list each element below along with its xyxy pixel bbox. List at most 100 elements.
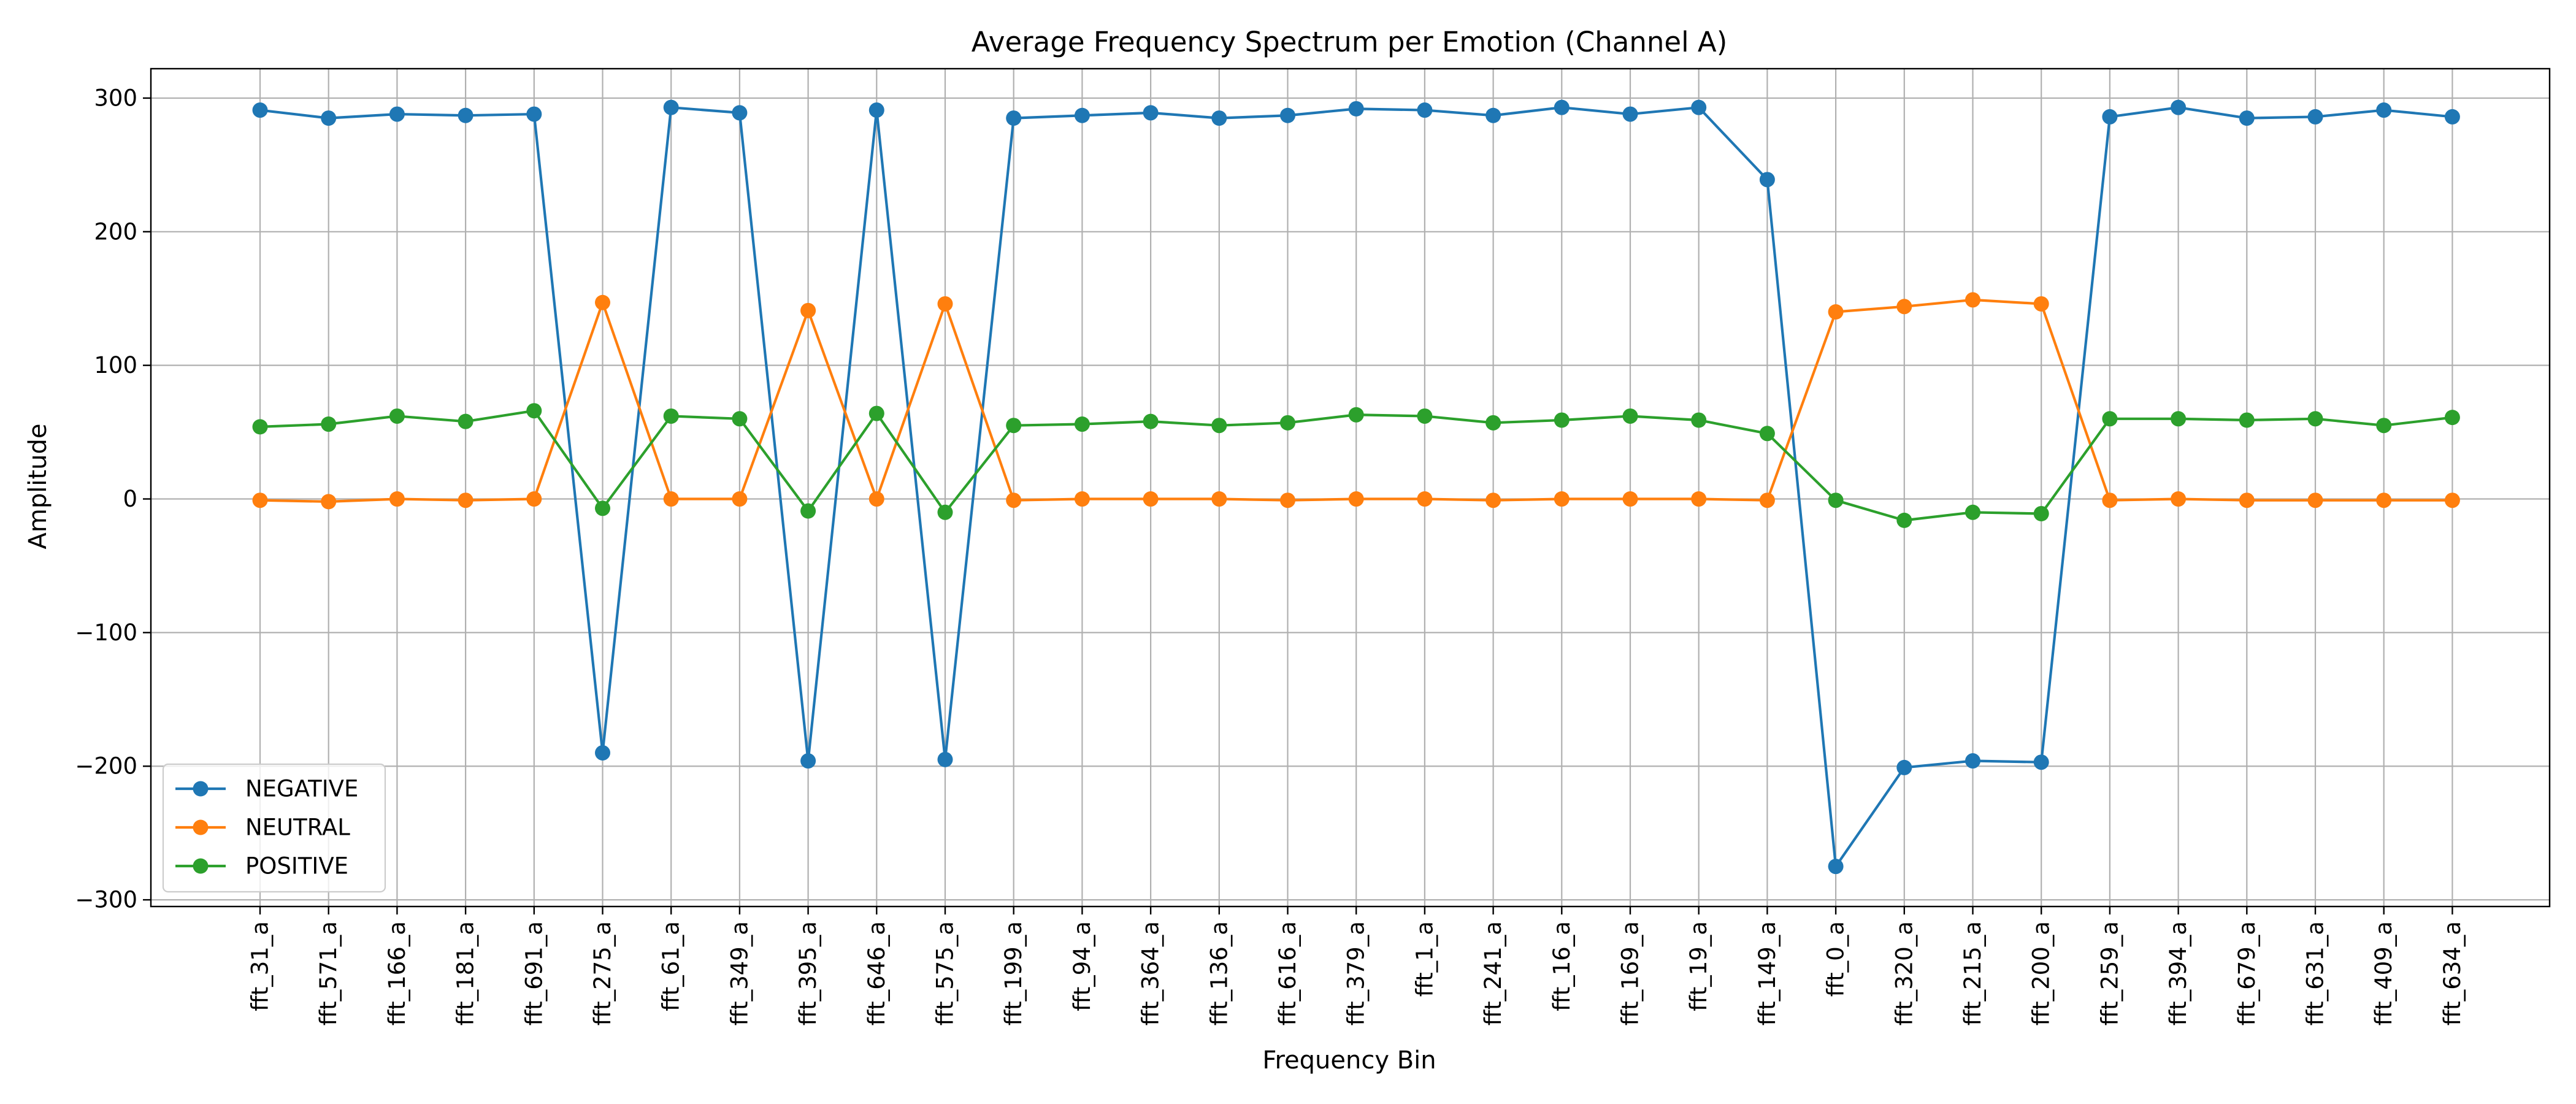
x-tick-label: fft_320_a	[1891, 921, 1917, 1025]
y-tick-label: 300	[94, 85, 137, 111]
grid-lines	[151, 69, 2550, 907]
data-point	[321, 494, 337, 510]
x-tick-label: fft_31_a	[247, 921, 274, 1011]
y-tick-label: −200	[75, 753, 137, 780]
data-point	[663, 491, 679, 507]
data-point	[458, 107, 473, 123]
data-point	[1211, 110, 1227, 126]
data-point	[1280, 415, 1295, 431]
data-point	[1828, 493, 1844, 508]
data-point	[1006, 493, 1022, 508]
x-tick-label: fft_16_a	[1549, 921, 1575, 1011]
x-tick-label: fft_394_a	[2165, 921, 2191, 1025]
data-point	[2171, 491, 2187, 507]
data-point	[1348, 407, 1364, 423]
data-point	[2239, 412, 2255, 428]
data-point	[1074, 416, 1090, 432]
chart-title: Average Frequency Spectrum per Emotion (…	[972, 26, 1728, 58]
data-point	[321, 416, 337, 432]
data-point	[1143, 413, 1159, 429]
series-neutral	[252, 292, 2460, 510]
data-point	[1896, 759, 1912, 775]
x-tick-label: fft_646_a	[864, 921, 890, 1025]
data-point	[252, 102, 268, 118]
data-point	[2239, 110, 2255, 126]
data-point	[526, 403, 542, 419]
data-point	[1211, 418, 1227, 434]
x-tick-label: fft_19_a	[1685, 921, 1712, 1011]
data-point	[1759, 493, 1775, 508]
series-lines	[252, 99, 2460, 875]
x-tick-label: fft_94_a	[1069, 921, 1095, 1011]
data-point	[526, 106, 542, 122]
data-point	[732, 105, 748, 121]
y-tick-label: 200	[94, 218, 137, 245]
data-point	[2307, 493, 2323, 508]
data-point	[1485, 107, 1501, 123]
y-tick-label: 0	[123, 486, 137, 512]
x-tick-label: fft_691_a	[521, 921, 547, 1025]
data-point	[800, 302, 816, 318]
data-point	[1006, 418, 1022, 434]
data-point	[1417, 491, 1433, 507]
y-tick-label: −300	[75, 887, 137, 913]
axis-ticks: fft_31_a fft_571_a fft_166_a fft_181_a fft_6…	[75, 85, 2466, 1025]
x-tick-label: fft_379_a	[1343, 921, 1370, 1025]
x-tick-label: fft_149_a	[1754, 921, 1781, 1025]
legend-label: NEGATIVE	[245, 776, 358, 802]
data-point	[2033, 754, 2049, 770]
data-point	[868, 405, 884, 421]
data-point	[937, 751, 953, 767]
data-point	[732, 491, 748, 507]
data-point	[1622, 106, 1638, 122]
data-point	[1622, 408, 1638, 424]
data-point	[595, 500, 610, 516]
data-point	[458, 413, 473, 429]
x-tick-label: fft_409_a	[2371, 921, 2397, 1025]
data-point	[663, 99, 679, 115]
data-point	[389, 491, 405, 507]
data-point	[937, 296, 953, 312]
x-tick-label: fft_679_a	[2234, 921, 2260, 1025]
data-point	[1417, 408, 1433, 424]
data-point	[458, 493, 473, 508]
data-point	[1622, 491, 1638, 507]
x-tick-label: fft_0_a	[1823, 921, 1849, 997]
x-tick-label: fft_571_a	[315, 921, 342, 1025]
x-tick-label: fft_364_a	[1138, 921, 1164, 1025]
data-point	[2033, 296, 2049, 312]
data-point	[2239, 493, 2255, 508]
data-point	[1143, 105, 1159, 121]
legend-box	[162, 763, 386, 893]
x-tick-label: fft_631_a	[2302, 921, 2329, 1025]
data-point	[1348, 491, 1364, 507]
x-tick-label: fft_259_a	[2096, 921, 2123, 1025]
legend-item: NEGATIVE	[175, 776, 358, 802]
y-tick-label: 100	[94, 352, 137, 378]
x-tick-label: fft_395_a	[795, 921, 821, 1025]
data-point	[1006, 110, 1022, 126]
data-point	[800, 503, 816, 519]
legend-marker	[193, 781, 209, 797]
data-point	[1280, 493, 1295, 508]
data-point	[800, 753, 816, 769]
data-point	[1417, 102, 1433, 118]
data-point	[389, 408, 405, 424]
x-tick-label: fft_575_a	[932, 921, 959, 1025]
data-point	[868, 102, 884, 118]
data-point	[1485, 415, 1501, 431]
data-point	[1759, 172, 1775, 188]
series-negative	[252, 99, 2460, 875]
plot-frame	[150, 67, 2551, 908]
data-point	[2171, 99, 2187, 115]
legend-marker	[193, 819, 209, 835]
x-tick-label: fft_181_a	[453, 921, 479, 1025]
data-point	[2376, 493, 2392, 508]
data-point	[252, 419, 268, 435]
x-tick-label: fft_1_a	[1411, 921, 1438, 997]
data-point	[1965, 504, 1980, 520]
x-tick-label: fft_199_a	[1000, 921, 1027, 1025]
data-point	[2444, 109, 2460, 125]
data-point	[732, 411, 748, 427]
